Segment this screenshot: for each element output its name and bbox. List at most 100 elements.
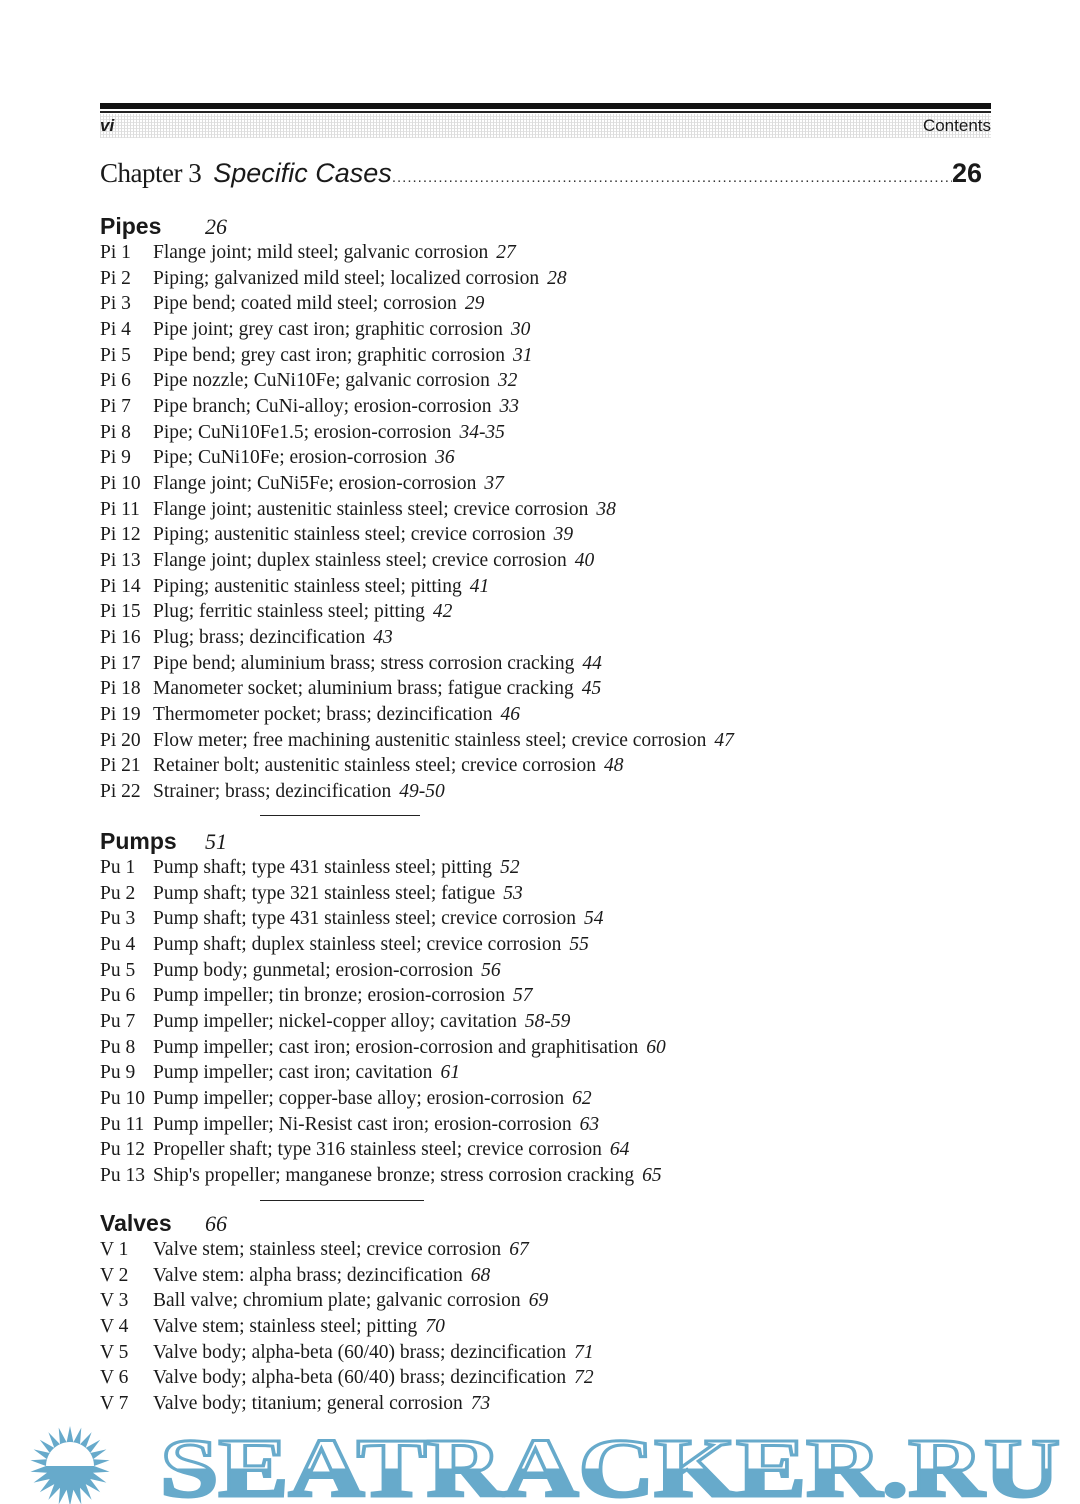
entry-page: 42 bbox=[432, 601, 453, 623]
toc-entry[interactable]: Pu 10 Pump impeller; copper-base alloy; e… bbox=[100, 1086, 592, 1111]
toc-entry[interactable]: Pi 15 Plug; ferritic stainless steel; pit… bbox=[100, 599, 452, 624]
toc-entry[interactable]: Pi 16 Plug; brass; dezincification 43 bbox=[100, 625, 393, 650]
section-page: 26 bbox=[205, 214, 227, 239]
toc-entry[interactable]: Pi 4 Pipe joint; grey cast iron; graphiti… bbox=[100, 317, 530, 342]
toc-entry[interactable]: Pi 12 Piping; austenitic stainless steel;… bbox=[100, 522, 573, 547]
entry-page: 30 bbox=[510, 319, 531, 340]
entry-page: 60 bbox=[646, 1036, 666, 1058]
toc-entry[interactable]: Pu 9 Pump impeller; cast iron; cavitation… bbox=[100, 1060, 460, 1085]
entry-code: V 7 bbox=[100, 1393, 129, 1415]
entry-code: Pu 3 bbox=[100, 908, 136, 930]
entry-page: 64 bbox=[609, 1139, 630, 1161]
toc-entry[interactable]: Pi 5 Pipe bend; grey cast iron; graphitic… bbox=[100, 343, 533, 368]
entry-title: Plug; brass; dezincification bbox=[153, 627, 366, 649]
toc-entry[interactable]: Pi 6 Pipe nozzle; CuNi10Fe; galvanic corr… bbox=[100, 368, 517, 393]
entry-code: Pi 22 bbox=[100, 781, 141, 803]
entry-code: Pi 8 bbox=[100, 421, 131, 443]
section-name: Valves bbox=[100, 1210, 172, 1236]
toc-entry[interactable]: Pi 9 Pipe; CuNi10Fe; erosion-corrosion 36 bbox=[100, 445, 455, 470]
entry-code: Pi 21 bbox=[100, 755, 141, 777]
toc-entry[interactable]: Pu 13 Ship's propeller; manganese bronze;… bbox=[100, 1163, 662, 1188]
toc-entry[interactable]: Pi 14 Piping; austenitic stainless steel;… bbox=[100, 574, 489, 599]
entry-title: Pipe joint; grey cast iron; graphitic co… bbox=[153, 319, 503, 340]
entry-title: Pipe; CuNi10Fe; erosion-corrosion bbox=[153, 447, 428, 469]
toc-entry[interactable]: Pu 11 Pump impeller; Ni-Resist cast iron;… bbox=[100, 1112, 599, 1137]
entry-code: Pu 7 bbox=[100, 1011, 136, 1033]
toc-entry[interactable]: Pu 12 Propeller shaft; type 316 stainless… bbox=[100, 1137, 629, 1162]
entry-title: Pump impeller; copper-base alloy; erosio… bbox=[153, 1088, 565, 1110]
toc-entry[interactable]: Pu 5 Pump body; gunmetal; erosion-corrosi… bbox=[100, 958, 501, 983]
chapter-title: Specific Cases bbox=[213, 158, 392, 188]
toc-entry[interactable]: V 1 Valve stem; stainless steel; crevice … bbox=[100, 1237, 529, 1262]
toc-entry[interactable]: Pi 2 Piping; galvanized mild steel; local… bbox=[100, 266, 567, 291]
page-number: vi bbox=[100, 116, 115, 135]
entry-title: Pump shaft; duplex stainless steel; crev… bbox=[153, 934, 562, 955]
toc-entry[interactable]: V 6 Valve body; alpha-beta (60/40) brass;… bbox=[100, 1365, 594, 1390]
entry-title: Pump shaft; type 321 stainless steel; fa… bbox=[153, 882, 496, 904]
entry-code: Pu 2 bbox=[100, 882, 136, 904]
entry-code: Pi 17 bbox=[100, 652, 141, 674]
entry-title: Piping; austenitic stainless steel; crev… bbox=[153, 524, 546, 546]
entry-code: Pu 8 bbox=[100, 1036, 136, 1058]
toc-entry[interactable]: Pi 18 Manometer socket; aluminium brass; … bbox=[100, 676, 601, 701]
entry-title: Valve stem: alpha brass; dezincification bbox=[153, 1264, 463, 1286]
toc-entry[interactable]: V 7 Valve body; titanium; general corrosi… bbox=[100, 1391, 490, 1416]
toc-entry[interactable]: Pi 22 Strainer; brass; dezincification 49-… bbox=[100, 779, 445, 804]
entry-page: 33 bbox=[499, 396, 519, 418]
toc-entry[interactable]: Pu 7 Pump impeller; nickel-copper alloy; … bbox=[100, 1009, 570, 1034]
entry-code: Pi 15 bbox=[100, 601, 141, 623]
entry-code: Pu 1 bbox=[100, 857, 136, 878]
entry-code: Pu 5 bbox=[100, 959, 136, 981]
toc-entry[interactable]: Pi 17 Pipe bend; aluminium brass; stress … bbox=[100, 651, 602, 676]
entry-title: Ball valve; chromium plate; galvanic cor… bbox=[153, 1290, 521, 1312]
entry-title: Pump impeller; nickel-copper alloy; cavi… bbox=[153, 1011, 517, 1033]
toc-entry[interactable]: Pi 3 Pipe bend; coated mild steel; corros… bbox=[100, 291, 484, 316]
entry-title: Pipe; CuNi10Fe1.5; erosion-corrosion bbox=[153, 421, 452, 443]
running-title: Contents bbox=[922, 116, 991, 135]
sun-icon bbox=[30, 1426, 110, 1504]
toc-entry[interactable]: Pu 1 Pump shaft; type 431 stainless steel… bbox=[100, 855, 520, 880]
entry-page: 44 bbox=[582, 652, 602, 674]
entry-title: Flow meter; free machining austenitic st… bbox=[153, 729, 707, 751]
header-rule-thin bbox=[100, 111, 991, 113]
toc-entry[interactable]: V 4 Valve stem; stainless steel; pitting 7… bbox=[100, 1314, 445, 1339]
entry-title: Valve body; alpha-beta (60/40) brass; de… bbox=[153, 1341, 567, 1363]
entry-page: 38 bbox=[596, 498, 616, 520]
entry-title: Flange joint; duplex stainless steel; cr… bbox=[153, 550, 567, 572]
toc-entry[interactable]: V 5 Valve body; alpha-beta (60/40) brass;… bbox=[100, 1340, 594, 1365]
toc-entry[interactable]: Pu 4 Pump shaft; duplex stainless steel; … bbox=[100, 932, 589, 957]
toc-entry[interactable]: Pi 13 Flange joint; duplex stainless stee… bbox=[100, 548, 594, 573]
entry-code: V 1 bbox=[100, 1239, 129, 1260]
toc-entry[interactable]: Pi 8 Pipe; CuNi10Fe1.5; erosion-corrosion… bbox=[100, 420, 505, 445]
toc-entry[interactable]: Pi 19 Thermometer pocket; brass; dezincif… bbox=[100, 702, 520, 727]
entry-page: 41 bbox=[469, 575, 490, 597]
toc-entry[interactable]: Pi 21 Retainer bolt; austenitic stainless… bbox=[100, 753, 623, 778]
entry-page: 54 bbox=[583, 908, 604, 930]
entry-title: Pump shaft; type 431 stainless steel; pi… bbox=[153, 857, 493, 878]
toc-entry[interactable]: Pu 8 Pump impeller; cast iron; erosion-co… bbox=[100, 1035, 666, 1060]
entry-code: Pi 5 bbox=[100, 344, 131, 366]
entry-page: 71 bbox=[574, 1341, 594, 1363]
toc-entry[interactable]: Pi 11 Flange joint; austenitic stainless … bbox=[100, 497, 616, 522]
entry-code: V 5 bbox=[100, 1341, 129, 1363]
entry-code: Pi 19 bbox=[100, 704, 141, 726]
toc-entry[interactable]: V 3 Ball valve; chromium plate; galvanic … bbox=[100, 1288, 548, 1313]
toc-entry[interactable]: V 2 Valve stem: alpha brass; dezincificat… bbox=[100, 1263, 490, 1288]
entry-code: Pi 1 bbox=[100, 242, 131, 263]
entry-page: 58-59 bbox=[524, 1011, 571, 1033]
entry-title: Pump impeller; Ni-Resist cast iron; eros… bbox=[153, 1113, 572, 1135]
header-band bbox=[100, 114, 991, 138]
entry-title: Strainer; brass; dezincification bbox=[153, 781, 392, 803]
toc-entry[interactable]: Pu 3 Pump shaft; type 431 stainless steel… bbox=[100, 906, 603, 931]
toc-entry[interactable]: Pu 2 Pump shaft; type 321 stainless steel… bbox=[100, 881, 523, 906]
toc-entry[interactable]: Pi 7 Pipe branch; CuNi-alloy; erosion-cor… bbox=[100, 394, 519, 419]
section-page: 51 bbox=[205, 829, 227, 854]
toc-entry[interactable]: Pi 10 Flange joint; CuNi5Fe; erosion-corr… bbox=[100, 471, 504, 496]
toc-entry[interactable]: Pi 1 Flange joint; mild steel; galvanic c… bbox=[100, 240, 516, 265]
section-divider bbox=[260, 815, 420, 816]
toc-entry[interactable]: Pu 6 Pump impeller; tin bronze; erosion-c… bbox=[100, 983, 533, 1008]
entry-code: Pu 12 bbox=[100, 1139, 145, 1161]
toc-entry[interactable]: Pi 20 Flow meter; free machining austenit… bbox=[100, 728, 734, 753]
entry-page: 45 bbox=[581, 678, 602, 700]
chapter-page: 26 bbox=[951, 158, 982, 188]
